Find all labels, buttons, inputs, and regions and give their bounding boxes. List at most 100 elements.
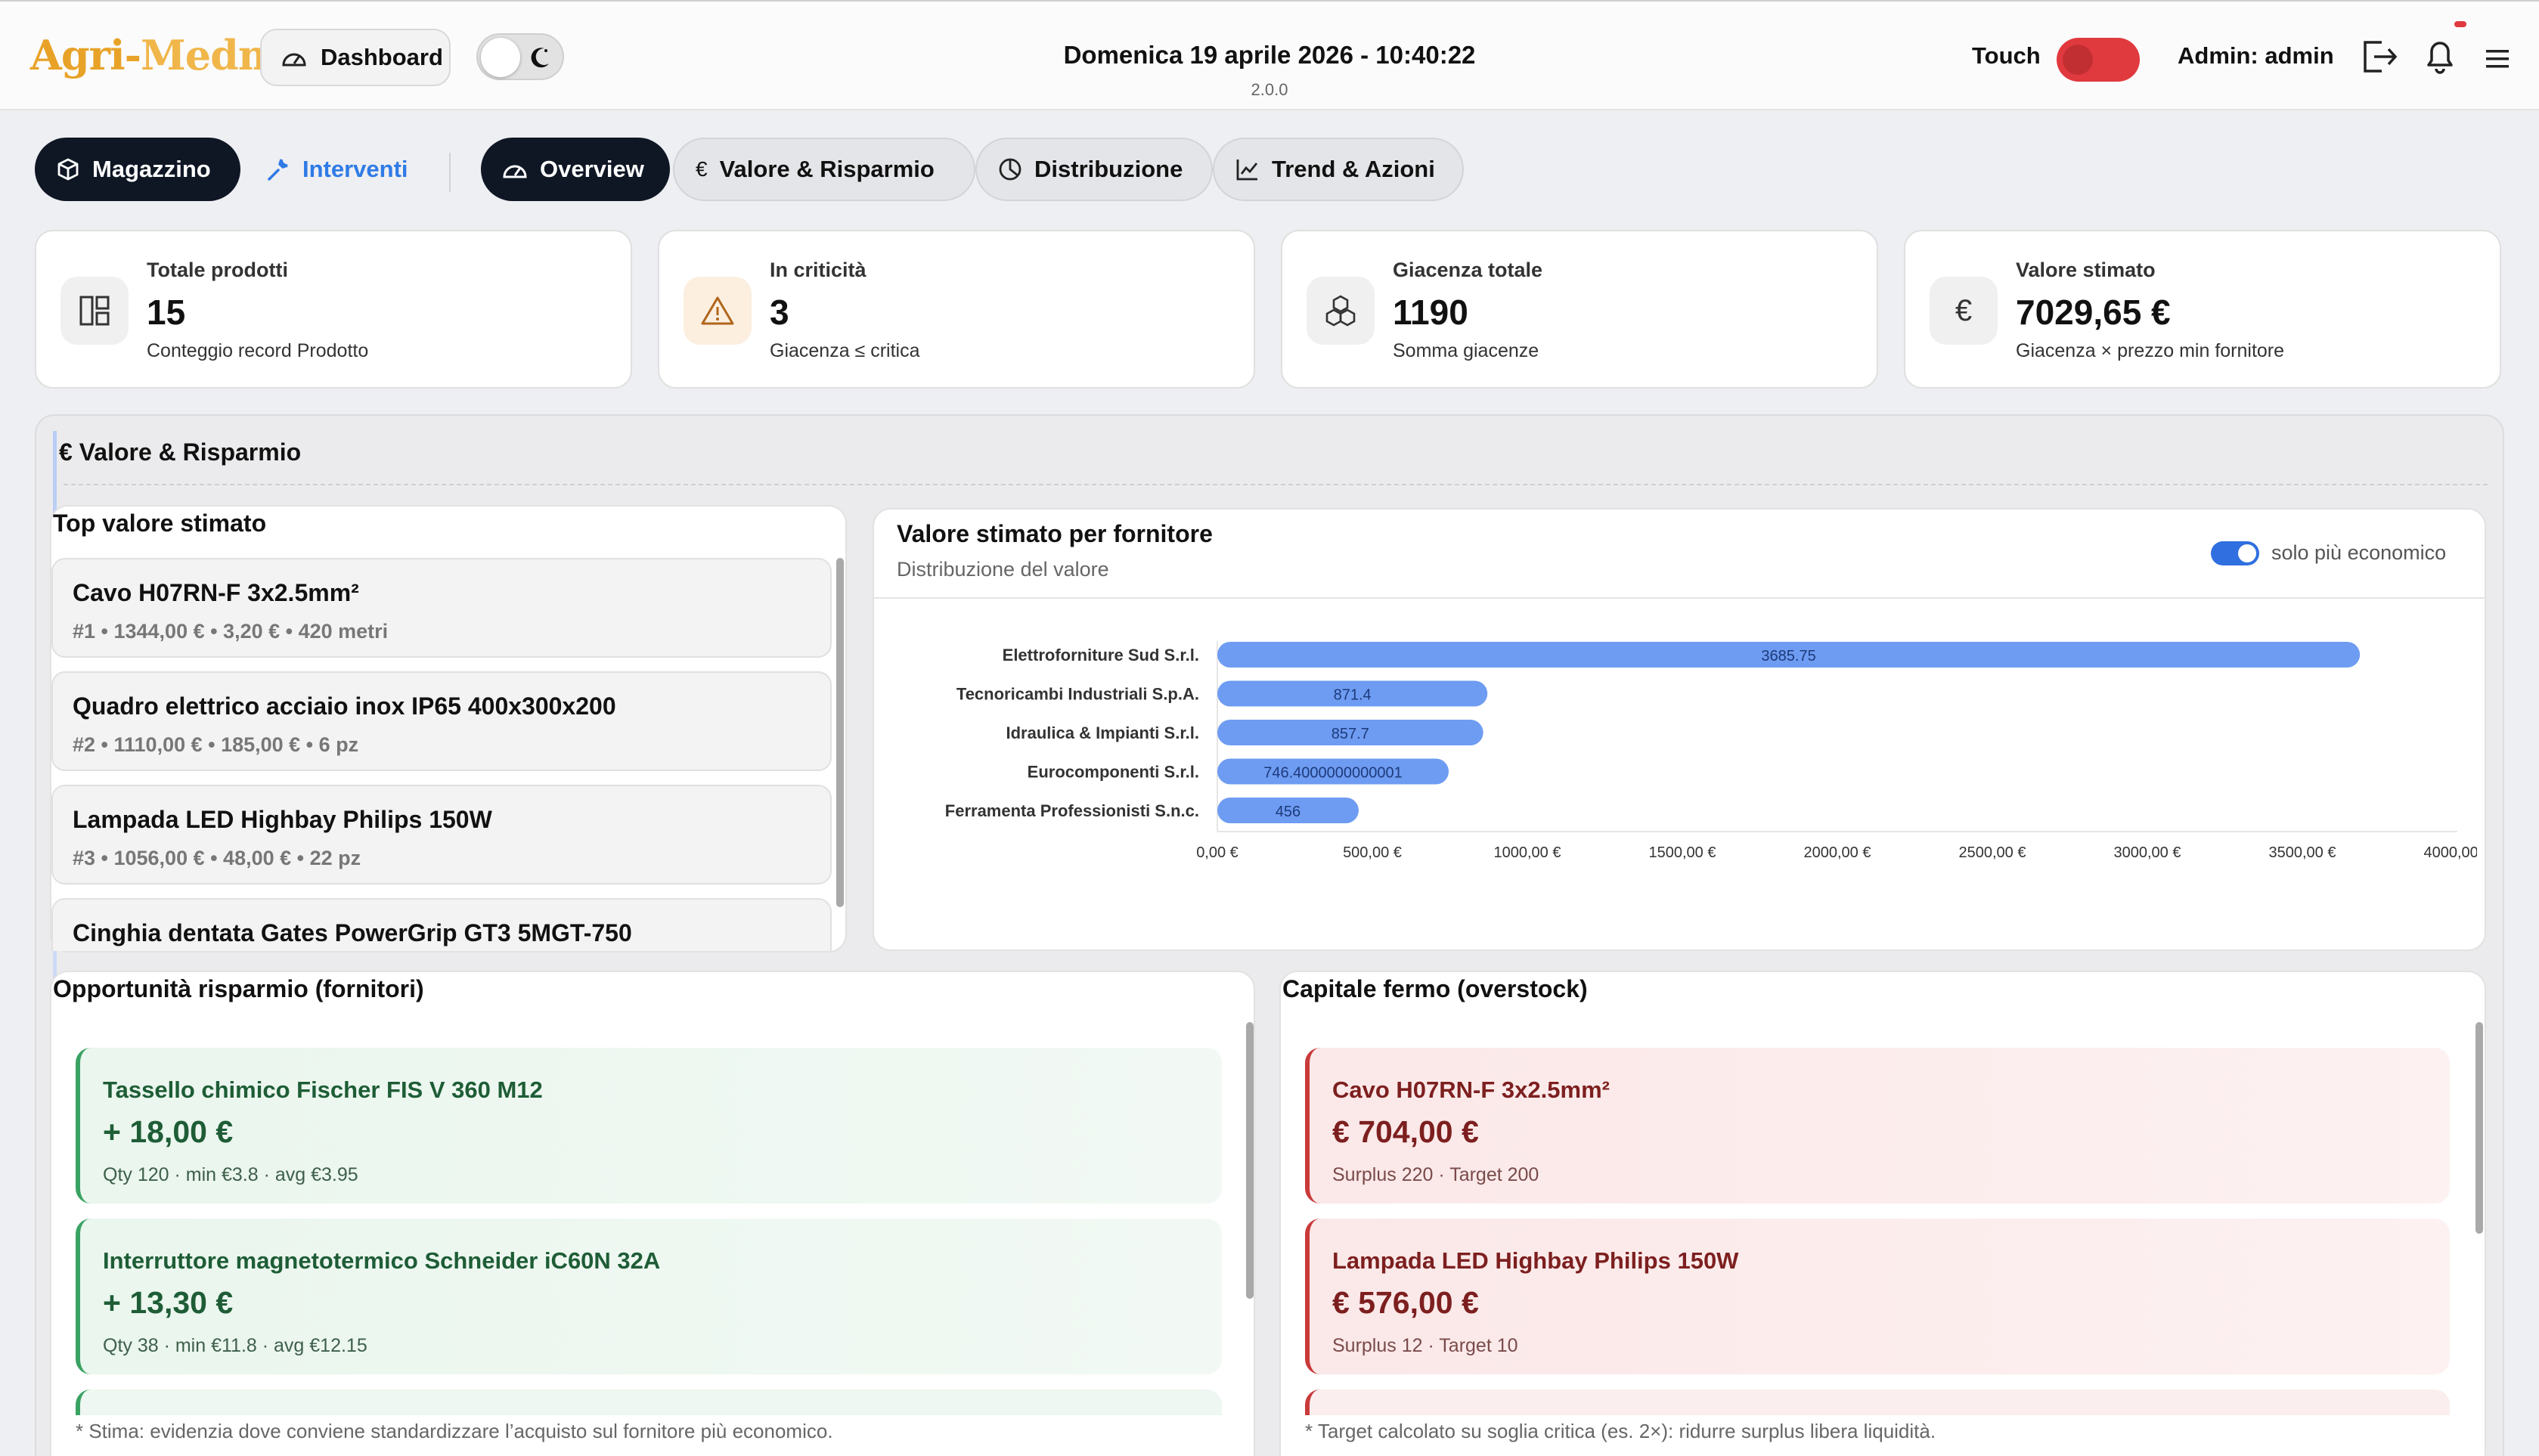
overstock-value: € 704,00 € xyxy=(1332,1114,1479,1149)
product-name: Quadro elettrico acciaio inox IP65 400x3… xyxy=(73,692,616,720)
layout-icon xyxy=(60,277,129,345)
product-meta: #1 • 1344,00 € • 3,20 € • 420 metri xyxy=(73,620,389,643)
overstock-card[interactable]: Cavo H07RN-F 3x2.5mm² € 704,00 € Surplus… xyxy=(1305,1048,2450,1204)
dark-mode-toggle[interactable] xyxy=(476,33,564,80)
overstock-note: * Target calcolato su soglia critica (es… xyxy=(1305,1420,1936,1442)
overstock-detail: Surplus 220 · Target 200 xyxy=(1332,1164,1539,1185)
list-item[interactable]: Cavo H07RN-F 3x2.5mm² #1 • 1344,00 € • 3… xyxy=(51,558,832,658)
chart-data-label: 746.4000000000001 xyxy=(1263,765,1403,782)
notification-dot xyxy=(2454,21,2466,27)
savings-detail: Qty 120 · min €3.8 · avg €3.95 xyxy=(103,1164,358,1185)
tab-valore-risparmio[interactable]: € Valore & Risparmio xyxy=(673,138,975,201)
tab-overview[interactable]: Overview xyxy=(481,138,670,201)
chart-tick-label: 2500,00 € xyxy=(1959,844,2026,861)
tab-overview-label: Overview xyxy=(540,156,644,182)
kpi-value: 1190 xyxy=(1393,293,1468,332)
chart-bar xyxy=(1217,758,1449,785)
kpi-label: Valore stimato xyxy=(2016,259,2156,281)
overstock-value: € 576,00 € xyxy=(1332,1285,1479,1320)
tab-magazzino[interactable]: Magazzino xyxy=(35,138,240,201)
current-datetime: Domenica 19 aprile 2026 - 10:40:22 xyxy=(1063,41,1476,69)
toggle-knob xyxy=(2238,544,2256,562)
tab-interventi-label: Interventi xyxy=(302,156,408,182)
gauge-icon xyxy=(282,53,306,67)
note-bg xyxy=(1281,1415,2485,1456)
savings-title: Opportunità risparmio (fornitori) xyxy=(53,975,424,1002)
top-header: Agri- Medma Dashboard Domenica 19 aprile … xyxy=(0,0,2539,110)
cheapest-only-toggle[interactable] xyxy=(2211,541,2259,565)
kpi-subtitle: Giacenza ≤ critica xyxy=(770,340,920,361)
scrollbar[interactable] xyxy=(2475,1022,2483,1234)
chart-tick-label: 1000,00 € xyxy=(1494,844,1561,861)
logout-icon[interactable] xyxy=(2361,39,2398,74)
chart-data-label: 456 xyxy=(1276,804,1301,820)
nav-divider xyxy=(449,153,451,192)
trend-chart-icon xyxy=(1236,160,1258,181)
chart-header-divider xyxy=(874,597,2485,599)
menu-icon[interactable] xyxy=(2486,48,2509,70)
tab-interventi[interactable]: Interventi xyxy=(243,138,432,201)
wrench-icon xyxy=(268,159,288,181)
note-bg xyxy=(51,1415,1254,1456)
kpi-card-giacenza: Giacenza totale 1190 Somma giacenze xyxy=(1281,230,1878,389)
scrollbar[interactable] xyxy=(836,558,844,907)
chart-tick-label: 2000,00 € xyxy=(1804,844,1871,861)
product-name: Cinghia dentata Gates PowerGrip GT3 5MGT… xyxy=(73,919,632,946)
savings-value: + 13,30 € xyxy=(103,1285,234,1320)
app-version: 2.0.0 xyxy=(1251,80,1288,99)
savings-panel xyxy=(50,971,1255,1456)
kpi-card-criticita: In criticità 3 Giacenza ≤ critica xyxy=(658,230,1255,389)
chart-category-label: Idraulica & Impianti S.r.l. xyxy=(1006,723,1199,742)
chart-bar xyxy=(1217,798,1359,823)
section-title: € Valore & Risparmio xyxy=(59,438,302,466)
chart-bar xyxy=(1217,642,2361,668)
pie-icon xyxy=(999,158,1021,181)
overstock-card[interactable]: Lampada LED Highbay Philips 150W € 576,0… xyxy=(1305,1219,2450,1374)
tab-valore-label: Valore & Risparmio xyxy=(719,156,935,182)
moon-icon xyxy=(531,48,549,68)
list-item[interactable]: Cinghia dentata Gates PowerGrip GT3 5MGT… xyxy=(51,898,832,951)
chart-subtitle: Distribuzione del valore xyxy=(897,558,1109,581)
box-icon xyxy=(57,158,79,181)
tab-trend-label: Trend & Azioni xyxy=(1272,156,1435,182)
gauge-icon xyxy=(503,165,527,178)
product-name: Lampada LED Highbay Philips 150W xyxy=(73,806,492,833)
chart-category-label: Tecnoricambi Industriali S.p.A. xyxy=(956,685,1199,704)
overstock-product: Lampada LED Highbay Philips 150W xyxy=(1332,1247,1739,1274)
section-divider xyxy=(64,484,2488,485)
savings-card[interactable]: Tassello chimico Fischer FIS V 360 M12 +… xyxy=(76,1048,1222,1204)
current-user: Admin: admin xyxy=(2178,42,2334,69)
savings-product: Tassello chimico Fischer FIS V 360 M12 xyxy=(103,1077,543,1103)
scrollbar[interactable] xyxy=(1246,1022,1254,1299)
chart-data-label: 871.4 xyxy=(1334,687,1372,704)
savings-card[interactable]: Interruttore magnetotermico Schneider iC… xyxy=(76,1219,1222,1374)
tab-trend-azioni[interactable]: Trend & Azioni xyxy=(1213,138,1464,201)
toggle-knob xyxy=(2063,45,2093,75)
warning-icon xyxy=(684,277,752,345)
chart-tick-label: 3500,00 € xyxy=(2269,844,2336,861)
kpi-card-valore-stimato: € Valore stimato 7029,65 € Giacenza × pr… xyxy=(1904,230,2501,389)
kpi-subtitle: Giacenza × prezzo min fornitore xyxy=(2016,340,2285,361)
list-item[interactable]: Lampada LED Highbay Philips 150W #3 • 10… xyxy=(51,785,832,884)
chart-category-label: Ferramenta Professionisti S.n.c. xyxy=(945,801,1199,820)
list-item[interactable]: Quadro elettrico acciaio inox IP65 400x3… xyxy=(51,671,832,771)
touch-mode-toggle[interactable] xyxy=(2057,38,2140,82)
overstock-detail: Surplus 12 · Target 10 xyxy=(1332,1335,1518,1356)
overstock-title: Capitale fermo (overstock) xyxy=(1282,975,1588,1002)
boxes-icon xyxy=(1307,277,1375,345)
savings-card-partial xyxy=(76,1389,1222,1417)
kpi-subtitle: Somma giacenze xyxy=(1393,340,1539,361)
kpi-value: 3 xyxy=(770,293,789,332)
bell-icon[interactable] xyxy=(2423,35,2457,76)
chart-tick-label: 0,00 € xyxy=(1196,844,1238,861)
supplier-chart-panel xyxy=(873,508,2486,951)
overstock-card-partial xyxy=(1305,1389,2450,1417)
chart-tick-label: 1500,00 € xyxy=(1649,844,1716,861)
dashboard-button[interactable]: Dashboard xyxy=(260,29,451,86)
kpi-label: In criticità xyxy=(770,259,866,281)
tab-distribuzione[interactable]: Distribuzione xyxy=(975,138,1213,201)
dashboard-label: Dashboard xyxy=(321,44,443,70)
supplier-bar-chart: Elettroforniture Sud S.r.l. 3685.75 Tecnor… xyxy=(945,641,2477,861)
touch-label: Touch xyxy=(1972,42,2041,69)
chart-title: Valore stimato per fornitore xyxy=(897,520,1213,547)
